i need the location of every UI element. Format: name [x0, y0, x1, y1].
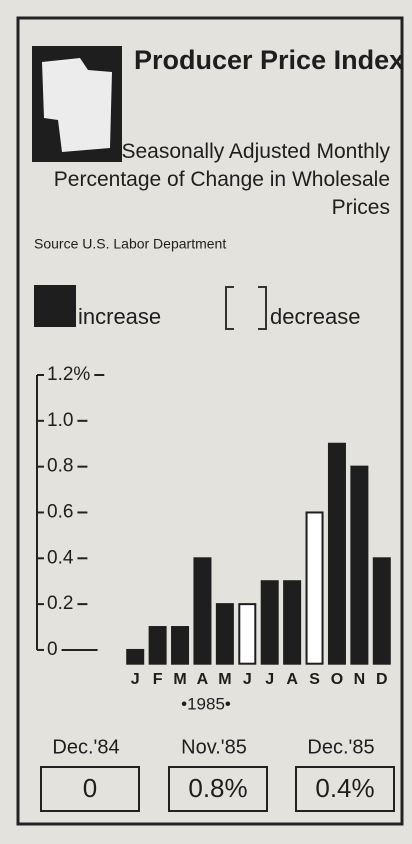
summary-period: Dec.'84 [52, 736, 119, 758]
x-tick-label: J [243, 671, 252, 688]
bar [193, 557, 212, 665]
legend-swatch [34, 285, 76, 327]
bar [305, 511, 324, 665]
bar [327, 442, 346, 665]
legend-label: increase [78, 304, 161, 329]
summary-period: Nov.'85 [181, 736, 247, 758]
y-tick-label: 0.2 [47, 593, 73, 614]
bar [372, 557, 391, 665]
x-tick-label: A [286, 671, 298, 688]
chart-title: Producer Price Index [134, 45, 404, 75]
summary-value: 0.4% [315, 773, 374, 803]
y-tick-label: 0.4 [47, 547, 74, 568]
legend-label: decrease [270, 304, 361, 329]
x-tick-label: A [197, 671, 209, 688]
subtitle-box: Seasonally Adjusted Monthly Percentage o… [53, 140, 390, 219]
x-tick-label: J [265, 671, 274, 688]
bar [126, 648, 145, 665]
bar [260, 580, 279, 665]
summary-period: Dec.'85 [307, 736, 374, 758]
bar [283, 580, 302, 665]
x-tick-label: O [331, 671, 343, 688]
bar [148, 626, 167, 665]
x-tick-label: M [218, 671, 231, 688]
x-tick-label: S [309, 671, 320, 688]
icon-map [42, 58, 112, 152]
summary-value: 0 [83, 773, 97, 803]
bar [215, 603, 234, 665]
y-tick-label: 1.0 [47, 410, 73, 431]
x-tick-label: N [354, 671, 366, 688]
frame [16, 16, 404, 826]
source: Source U.S. Labor Department [34, 236, 226, 252]
summary-box [40, 766, 140, 812]
x-label: •1985• [181, 694, 231, 713]
legend-swatch [225, 286, 267, 330]
x-tick-label: D [376, 671, 388, 688]
summary-value: 0.8% [188, 773, 247, 803]
summary-box [295, 766, 395, 812]
x-tick-label: F [153, 671, 163, 688]
summary-box [168, 766, 268, 812]
x-tick-label: M [173, 671, 186, 688]
x-tick-label: J [131, 671, 140, 688]
y-tick-label: 0.6 [47, 501, 73, 522]
y-tick-label: 0 [47, 639, 58, 660]
y-tick-label: 0.8 [47, 456, 73, 477]
bar [171, 626, 190, 665]
bar [238, 603, 257, 665]
subtitle: Seasonally Adjusted Monthly Percentage o… [53, 140, 390, 219]
bar [350, 465, 369, 665]
y-tick-label: 1.2% [47, 364, 90, 385]
